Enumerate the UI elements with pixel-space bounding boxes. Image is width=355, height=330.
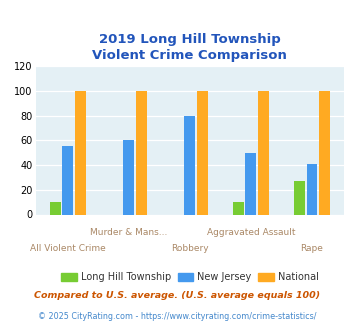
Bar: [75, 91, 86, 214]
Bar: [62, 147, 73, 214]
Bar: [50, 202, 60, 215]
Bar: [320, 91, 330, 214]
Text: Compared to U.S. average. (U.S. average equals 100): Compared to U.S. average. (U.S. average …: [34, 291, 321, 300]
Bar: [245, 152, 256, 214]
Bar: [258, 91, 269, 214]
Bar: [124, 140, 135, 214]
Legend: Long Hill Township, New Jersey, National: Long Hill Township, New Jersey, National: [58, 268, 322, 286]
Text: Rape: Rape: [301, 244, 323, 253]
Bar: [136, 91, 147, 214]
Text: Murder & Mans...: Murder & Mans...: [90, 228, 168, 237]
Text: All Violent Crime: All Violent Crime: [30, 244, 106, 253]
Bar: [185, 115, 195, 214]
Text: Aggravated Assault: Aggravated Assault: [207, 228, 295, 237]
Bar: [306, 164, 317, 214]
Text: © 2025 CityRating.com - https://www.cityrating.com/crime-statistics/: © 2025 CityRating.com - https://www.city…: [38, 312, 317, 321]
Title: 2019 Long Hill Township
Violent Crime Comparison: 2019 Long Hill Township Violent Crime Co…: [93, 33, 287, 62]
Bar: [197, 91, 208, 214]
Text: Robbery: Robbery: [171, 244, 209, 253]
Bar: [233, 202, 244, 215]
Bar: [294, 181, 305, 214]
